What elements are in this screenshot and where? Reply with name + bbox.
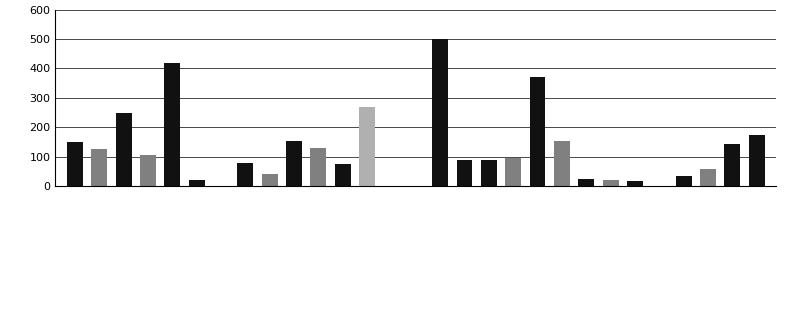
Bar: [67, 142, 83, 186]
Bar: [188, 180, 204, 186]
Bar: [627, 181, 643, 186]
Bar: [578, 179, 594, 186]
Bar: [360, 107, 375, 186]
Bar: [603, 180, 619, 186]
Bar: [165, 63, 181, 186]
Bar: [286, 141, 302, 186]
Bar: [432, 39, 448, 186]
Bar: [238, 163, 253, 186]
Bar: [481, 160, 497, 186]
Bar: [91, 149, 107, 186]
Bar: [676, 176, 691, 186]
Bar: [116, 113, 131, 186]
Bar: [748, 135, 764, 186]
Bar: [725, 143, 741, 186]
Bar: [456, 160, 472, 186]
Bar: [505, 158, 521, 186]
Bar: [335, 164, 351, 186]
Bar: [554, 141, 569, 186]
Bar: [140, 155, 156, 186]
Bar: [700, 169, 716, 186]
Bar: [262, 174, 278, 186]
Bar: [530, 77, 546, 186]
Bar: [310, 148, 326, 186]
